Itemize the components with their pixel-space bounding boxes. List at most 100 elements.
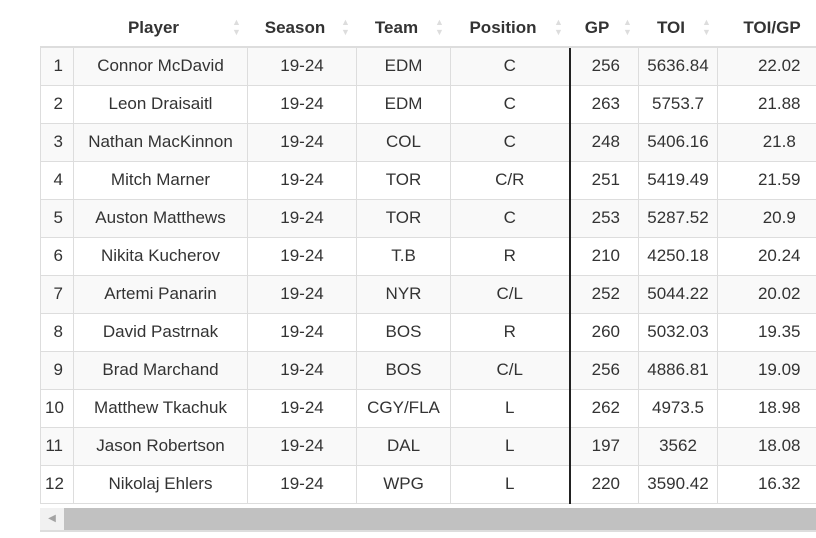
cell-gp: 197 [568,427,639,466]
cell-toi: 4973.5 [638,389,718,428]
cell-toi: 5406.16 [638,123,718,162]
cell-season: 19-24 [247,351,357,390]
cell-toigp: 21.8 [717,123,816,162]
column-label: TOI [656,18,686,37]
cell-idx: 3 [40,123,74,162]
cell-team: BOS [356,351,451,390]
cell-idx: 6 [40,237,74,276]
cell-toigp: 16.32 [717,465,816,504]
table-row: 5 Auston Matthews 19-24 TOR C 253 5287.52 20.9 [40,199,816,238]
cell-season: 19-24 [247,313,357,352]
cell-season: 19-24 [247,123,357,162]
cell-toigp: 20.9 [717,199,816,238]
cell-toi: 5419.49 [638,161,718,200]
cell-toi: 4250.18 [638,237,718,276]
column-header-toi-gp[interactable]: TOI/GP▲▼ [717,0,816,48]
cell-season: 19-24 [247,275,357,314]
sort-arrows-icon[interactable]: ▲ ▼ [232,17,241,37]
cell-idx: 8 [40,313,74,352]
header-row: Player ▲ ▼ Season ▲ ▼ Team ▲ ▼ Position ▲ ▼ GP ▲ ▼ TOI ▲… [40,0,816,48]
cell-team: EDM [356,85,451,124]
cell-player: Matthew Tkachuk [73,389,248,428]
sort-arrows-icon[interactable]: ▲ ▼ [435,17,444,37]
cell-season: 19-24 [247,465,357,504]
cell-player: Leon Draisaitl [73,85,248,124]
sort-arrows-icon[interactable]: ▲ ▼ [341,17,350,37]
cell-gp: 262 [568,389,639,428]
cell-position: R [450,313,570,352]
column-label: Position [469,18,537,37]
cell-toi: 5032.03 [638,313,718,352]
cell-player: David Pastrnak [73,313,248,352]
column-header-player[interactable]: Player ▲ ▼ [73,0,248,48]
column-header-team[interactable]: Team ▲ ▼ [356,0,451,48]
cell-toigp: 18.98 [717,389,816,428]
cell-player: Auston Matthews [73,199,248,238]
cell-gp: 210 [568,237,639,276]
sort-arrows-icon[interactable]: ▲ ▼ [623,17,632,37]
column-label: GP [584,18,610,37]
cell-idx: 1 [40,47,74,86]
table-row: 11 Jason Robertson 19-24 DAL L 197 3562 18.08 [40,427,816,466]
column-label: Player [127,18,180,37]
cell-team: EDM [356,47,451,86]
cell-toigp: 20.02 [717,275,816,314]
cell-toigp: 21.88 [717,85,816,124]
column-label: Team [374,18,419,37]
cell-gp: 256 [568,47,639,86]
horizontal-scrollbar[interactable]: ◀ [40,508,816,532]
cell-idx: 7 [40,275,74,314]
table-row: 6 Nikita Kucherov 19-24 T.B R 210 4250.18 20.24 [40,237,816,276]
cell-gp: 253 [568,199,639,238]
cell-toigp: 20.24 [717,237,816,276]
column-header-season[interactable]: Season ▲ ▼ [247,0,357,48]
cell-idx: 9 [40,351,74,390]
cell-position: L [450,427,570,466]
cell-position: C/R [450,161,570,200]
cell-position: L [450,389,570,428]
table-row: 2 Leon Draisaitl 19-24 EDM C 263 5753.7 21.88 [40,85,816,124]
cell-position: C [450,123,570,162]
cell-season: 19-24 [247,199,357,238]
cell-toigp: 21.59 [717,161,816,200]
column-header-gp[interactable]: GP ▲ ▼ [569,0,639,48]
cell-position: C/L [450,351,570,390]
cell-gp: 260 [568,313,639,352]
cell-toigp: 18.08 [717,427,816,466]
cell-season: 19-24 [247,427,357,466]
player-stats-table: Player ▲ ▼ Season ▲ ▼ Team ▲ ▼ Position ▲ ▼ GP ▲ ▼ TOI ▲… [40,0,816,504]
cell-player: Brad Marchand [73,351,248,390]
cell-player: Connor McDavid [73,47,248,86]
cell-idx: 12 [40,465,74,504]
cell-season: 19-24 [247,161,357,200]
table-row: 12 Nikolaj Ehlers 19-24 WPG L 220 3590.42 16.32 [40,465,816,504]
sort-arrows-icon[interactable]: ▲ ▼ [554,17,563,37]
column-header-position[interactable]: Position ▲ ▼ [450,0,570,48]
cell-team: CGY/FLA [356,389,451,428]
cell-toi: 4886.81 [638,351,718,390]
cell-toi: 5753.7 [638,85,718,124]
cell-team: DAL [356,427,451,466]
scroll-left-arrow-icon[interactable]: ◀ [40,508,64,530]
cell-team: NYR [356,275,451,314]
cell-gp: 263 [568,85,639,124]
cell-position: R [450,237,570,276]
table-row: 9 Brad Marchand 19-24 BOS C/L 256 4886.81 19.09 [40,351,816,390]
sort-arrows-icon[interactable]: ▲ ▼ [702,17,711,37]
cell-toigp: 22.02 [717,47,816,86]
cell-toi: 5636.84 [638,47,718,86]
cell-gp: 251 [568,161,639,200]
cell-idx: 4 [40,161,74,200]
column-header-toi[interactable]: TOI ▲ ▼ [638,0,718,48]
column-label: Season [264,18,326,37]
cell-toi: 5287.52 [638,199,718,238]
cell-season: 19-24 [247,237,357,276]
cell-team: TOR [356,161,451,200]
cell-player: Nikolaj Ehlers [73,465,248,504]
cell-team: WPG [356,465,451,504]
data-table-container: Player ▲ ▼ Season ▲ ▼ Team ▲ ▼ Position ▲ ▼ GP ▲ ▼ TOI ▲… [40,0,816,504]
cell-position: C [450,199,570,238]
cell-idx: 2 [40,85,74,124]
cell-position: C [450,85,570,124]
cell-idx: 11 [40,427,74,466]
